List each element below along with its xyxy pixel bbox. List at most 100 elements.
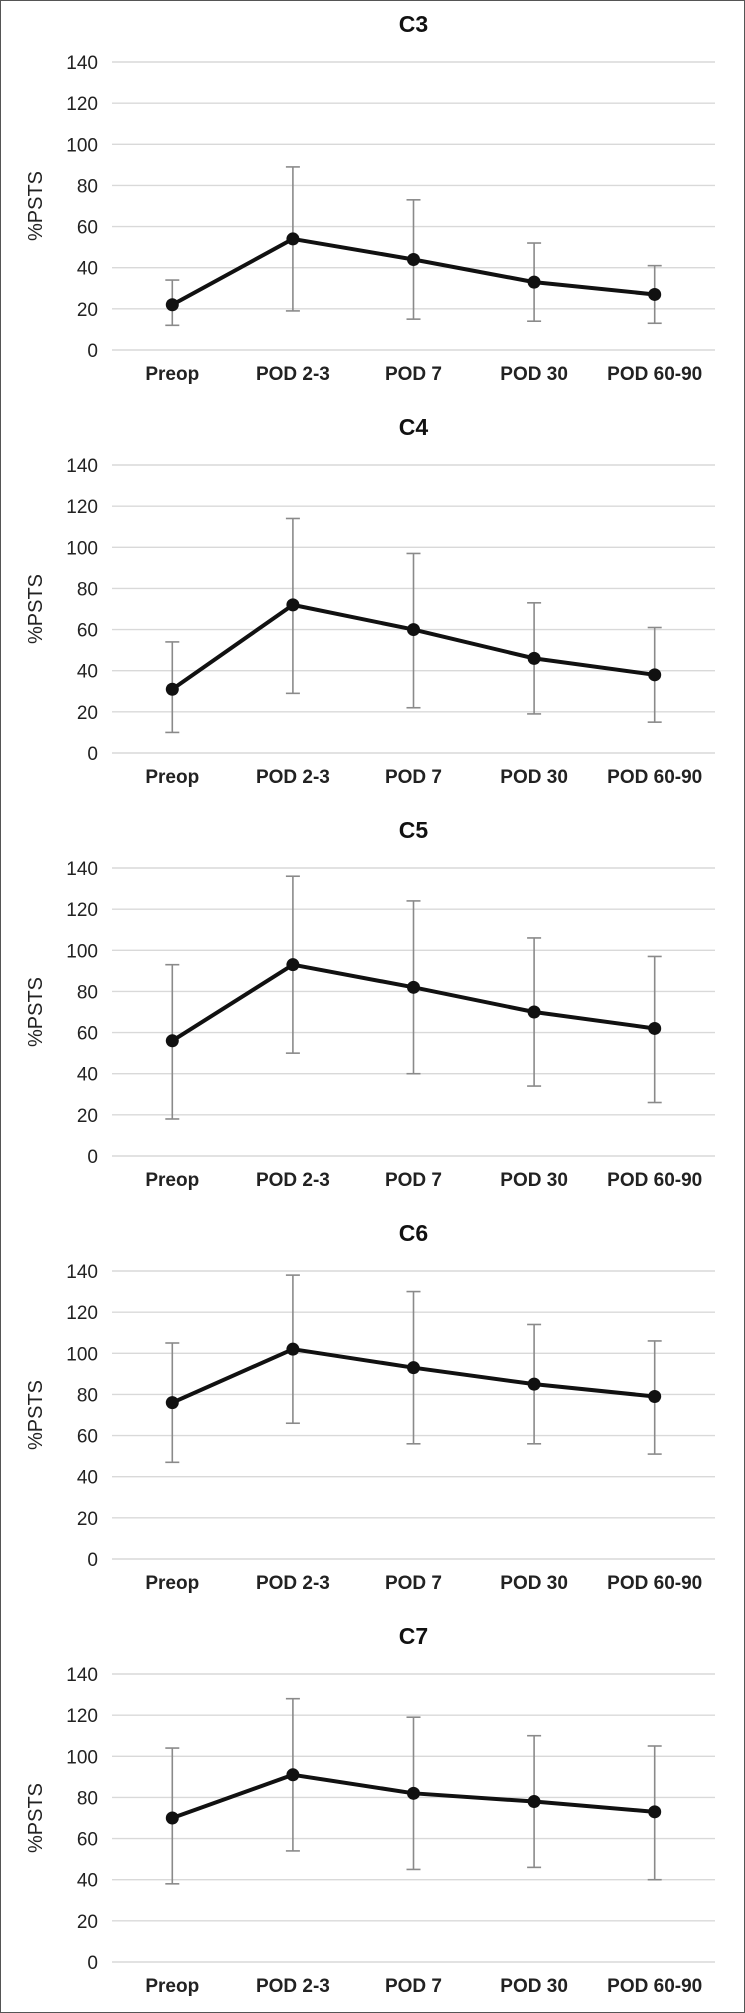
chart-title: C7 <box>399 1623 428 1649</box>
x-tick-label: POD 60-90 <box>607 364 702 385</box>
y-tick-label: 0 <box>87 1953 98 1974</box>
y-tick-label: 120 <box>66 497 98 518</box>
x-tick-label: POD 30 <box>500 1170 568 1191</box>
y-tick-label: 40 <box>77 259 98 280</box>
y-tick-label: 0 <box>87 341 98 362</box>
x-tick-label: POD 60-90 <box>607 1976 702 1997</box>
y-tick-label: 20 <box>77 300 98 321</box>
chart-title: C6 <box>399 1220 428 1246</box>
y-tick-label: 40 <box>77 662 98 683</box>
data-point <box>407 1361 420 1375</box>
y-tick-label: 80 <box>77 982 98 1003</box>
chart-c4: 0 20 40 60 80 100 120 140 C4 %PSTS Preop POD 2-3 POD… <box>25 414 715 788</box>
y-tick-label: 100 <box>66 1344 98 1365</box>
y-tick-label: 60 <box>77 621 98 642</box>
x-tick-label: POD 7 <box>385 1170 442 1191</box>
x-tick-label: POD 7 <box>385 1573 442 1594</box>
y-tick-label: 80 <box>77 579 98 600</box>
x-tick-label: POD 7 <box>385 364 442 385</box>
y-tick-label: 80 <box>77 1788 98 1809</box>
x-tick-label: POD 60-90 <box>607 1170 702 1191</box>
y-tick-label: 40 <box>77 1871 98 1892</box>
y-tick-label: 120 <box>66 94 98 115</box>
y-tick-label: 60 <box>77 1830 98 1851</box>
x-tick-label: POD 7 <box>385 1976 442 1997</box>
y-tick-label: 20 <box>77 1912 98 1933</box>
x-tick-label: POD 60-90 <box>607 1573 702 1594</box>
data-point <box>407 1786 420 1800</box>
y-tick-label: 140 <box>66 859 98 880</box>
data-point <box>407 980 420 994</box>
x-tick-label: POD 60-90 <box>607 767 702 788</box>
y-tick-label: 100 <box>66 941 98 962</box>
data-point <box>407 252 420 266</box>
x-tick-label: POD 7 <box>385 767 442 788</box>
y-tick-label: 60 <box>77 1024 98 1045</box>
y-tick-label: 120 <box>66 1303 98 1324</box>
y-tick-label: 140 <box>66 1262 98 1283</box>
data-point <box>286 1768 300 1782</box>
y-tick-label: 80 <box>77 1385 98 1406</box>
x-tick-label: Preop <box>145 1573 199 1594</box>
chart-panel-c5: 0 20 40 60 80 100 120 140 C5 %PSTS Preop POD 2-3 POD… <box>0 806 745 1206</box>
y-tick-label: 40 <box>77 1468 98 1489</box>
y-tick-label: 0 <box>87 1147 98 1168</box>
x-tick-label: Preop <box>145 1170 199 1191</box>
x-tick-label: Preop <box>145 1976 199 1997</box>
x-tick-label: POD 30 <box>500 364 568 385</box>
y-tick-label: 140 <box>66 456 98 477</box>
x-tick-label: POD 2-3 <box>256 1573 330 1594</box>
y-axis-label: %PSTS <box>25 171 47 241</box>
y-tick-label: 80 <box>77 176 98 197</box>
data-point <box>527 1795 541 1809</box>
chart-panel-c7: 0 20 40 60 80 100 120 140 C7 %PSTS Preop POD 2-3 POD… <box>0 1612 745 2012</box>
y-tick-label: 60 <box>77 1427 98 1448</box>
data-point <box>648 1389 662 1403</box>
data-point <box>286 1342 300 1356</box>
chart-c3: 0 20 40 60 80 100 120 140 C3 %PSTS Preop POD 2-3 POD… <box>25 11 715 385</box>
data-point <box>165 682 179 696</box>
x-tick-label: Preop <box>145 364 199 385</box>
chart-panel-c4: 0 20 40 60 80 100 120 140 C4 %PSTS Preop POD 2-3 POD… <box>0 403 745 803</box>
y-axis-label: %PSTS <box>25 977 47 1047</box>
data-point <box>527 651 541 665</box>
y-tick-label: 140 <box>66 53 98 74</box>
chart-panel-c3: 0 20 40 60 80 100 120 140 C3 %PSTS Preop POD 2-3 POD… <box>0 0 745 400</box>
data-point <box>165 1396 179 1410</box>
data-point <box>648 287 662 301</box>
y-tick-label: 100 <box>66 135 98 156</box>
x-tick-label: POD 30 <box>500 767 568 788</box>
data-point <box>527 275 541 289</box>
y-tick-label: 0 <box>87 1550 98 1571</box>
y-tick-label: 0 <box>87 744 98 765</box>
data-point <box>286 598 300 612</box>
x-tick-label: POD 2-3 <box>256 1976 330 1997</box>
data-point <box>648 1805 662 1819</box>
x-tick-label: POD 30 <box>500 1976 568 1997</box>
y-axis-label: %PSTS <box>25 1783 47 1853</box>
chart-c7: 0 20 40 60 80 100 120 140 C7 %PSTS Preop POD 2-3 POD… <box>25 1623 715 1997</box>
x-tick-label: POD 2-3 <box>256 364 330 385</box>
data-point <box>165 298 179 312</box>
chart-c5: 0 20 40 60 80 100 120 140 C5 %PSTS Preop POD 2-3 POD… <box>25 817 715 1191</box>
y-tick-label: 120 <box>66 900 98 921</box>
y-tick-label: 20 <box>77 1106 98 1127</box>
x-tick-label: POD 30 <box>500 1573 568 1594</box>
y-tick-label: 60 <box>77 218 98 239</box>
data-point <box>165 1811 179 1825</box>
chart-c6: 0 20 40 60 80 100 120 140 C6 %PSTS Preop POD 2-3 POD… <box>25 1220 715 1594</box>
chart-title: C5 <box>399 817 429 843</box>
y-axis-label: %PSTS <box>25 574 47 644</box>
data-point <box>648 1021 662 1035</box>
data-point <box>648 668 662 682</box>
data-point <box>286 232 300 246</box>
y-tick-label: 20 <box>77 703 98 724</box>
chart-title: C3 <box>399 11 428 37</box>
y-tick-label: 40 <box>77 1065 98 1086</box>
chart-panel-c6: 0 20 40 60 80 100 120 140 C6 %PSTS Preop POD 2-3 POD… <box>0 1209 745 1609</box>
data-point <box>286 958 300 972</box>
chart-title: C4 <box>399 414 429 440</box>
y-tick-label: 100 <box>66 1747 98 1768</box>
data-point <box>165 1034 179 1048</box>
